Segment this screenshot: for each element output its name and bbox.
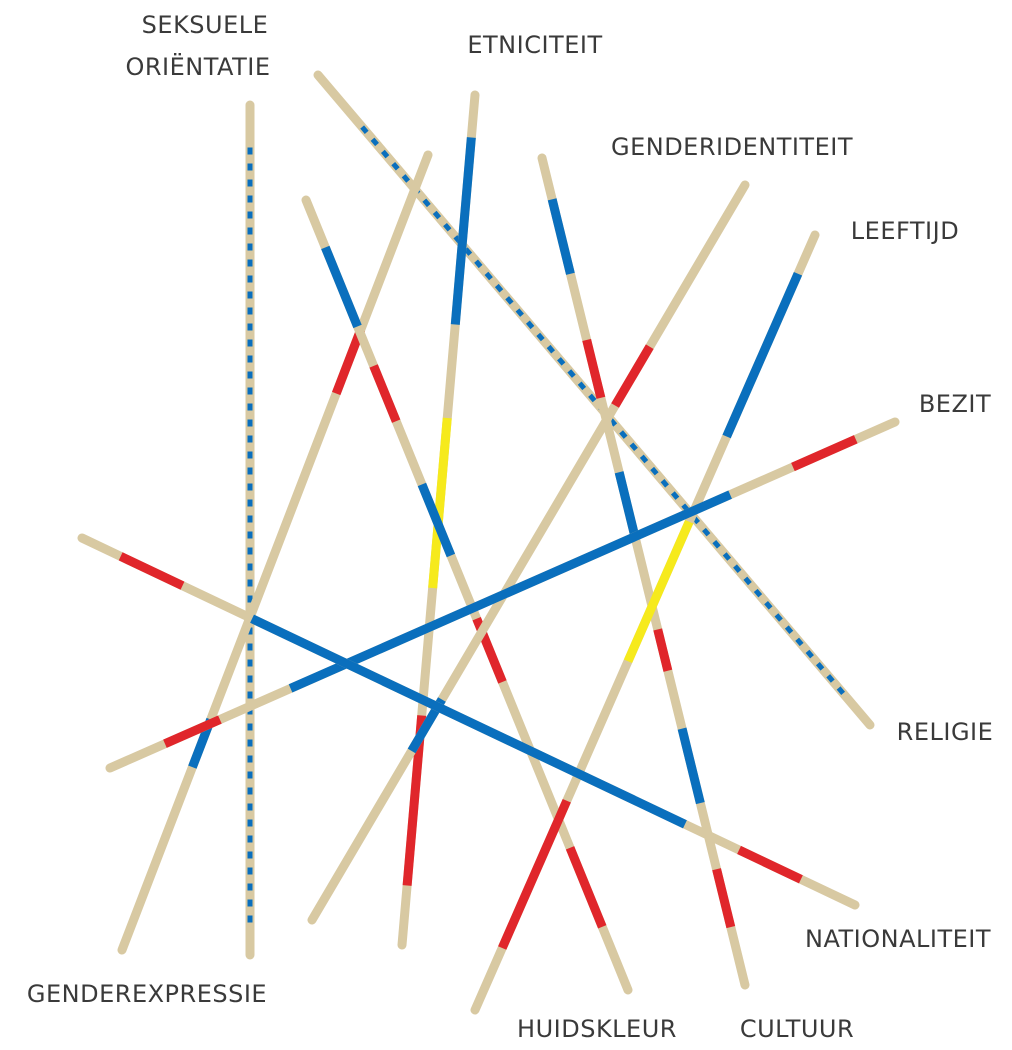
label: SEKSUELE: [142, 11, 269, 39]
label: HUIDSKLEUR: [517, 1015, 677, 1043]
stick-segment: [288, 490, 732, 693]
stick-segment: [417, 482, 456, 558]
stick-segment: [428, 417, 452, 589]
label: GENDERIDENTITEIT: [611, 133, 853, 161]
stick-segment: [450, 137, 476, 325]
stick-segment: [163, 715, 222, 748]
label: ETNICITEIT: [467, 31, 602, 59]
stick-segment: [614, 471, 640, 540]
stick-segment: [307, 180, 750, 925]
stick-segment: [118, 552, 185, 590]
label: RELIGIE: [897, 718, 994, 746]
label: LEEFTIJD: [851, 217, 959, 245]
stick-segment: [498, 798, 571, 950]
stick-segment: [117, 150, 433, 955]
stick-segment: [321, 245, 362, 329]
stick-segment: [250, 614, 687, 829]
label: CULTUUR: [740, 1015, 854, 1043]
stick-segment: [582, 338, 606, 399]
stick-segment: [737, 845, 803, 884]
sticks: [77, 70, 900, 1015]
stick-segment: [369, 364, 401, 423]
label: GENDEREXPRESSIE: [27, 980, 267, 1008]
stick-segment: [653, 628, 673, 672]
stick-segment: [623, 519, 694, 664]
stick-segment: [332, 328, 365, 396]
label: ORIËNTATIE: [125, 52, 270, 81]
stick-segment: [565, 846, 607, 929]
stick-segment: [611, 344, 654, 408]
stick-segment: [360, 125, 850, 701]
stick-segment: [537, 153, 750, 990]
stick-segment: [547, 198, 575, 275]
stick-segment: [722, 271, 803, 439]
stick-segment: [712, 868, 736, 929]
stick-segment: [677, 727, 705, 805]
label: NATIONALITEIT: [805, 925, 991, 953]
stick-segment: [791, 435, 858, 472]
label: BEZIT: [919, 390, 991, 418]
